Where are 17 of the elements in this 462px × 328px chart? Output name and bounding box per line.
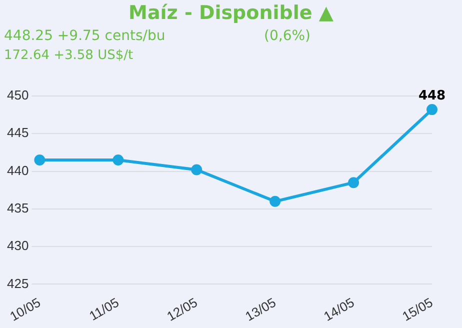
chart-subtitle: 448.25 +9.75 cents/bu [4,28,166,44]
y-tick-label: 435 [6,200,29,216]
y-tick-label: 440 [6,162,29,178]
chart-title: Maíz - Disponible ▲ [128,2,334,24]
y-tick-label: 450 [6,88,29,103]
point [112,154,124,166]
text: 172.64 +3.58 US$/t [4,48,134,63]
point [348,177,360,188]
data-label: 448 [418,88,446,104]
point [270,196,281,207]
y-tick-label: 430 [6,238,29,254]
text: (0,6%) [264,28,310,44]
y-tick-label: 445 [6,125,29,140]
point [34,154,46,166]
point [191,164,202,176]
point [426,104,438,116]
y-tick-label: 425 [6,276,29,291]
